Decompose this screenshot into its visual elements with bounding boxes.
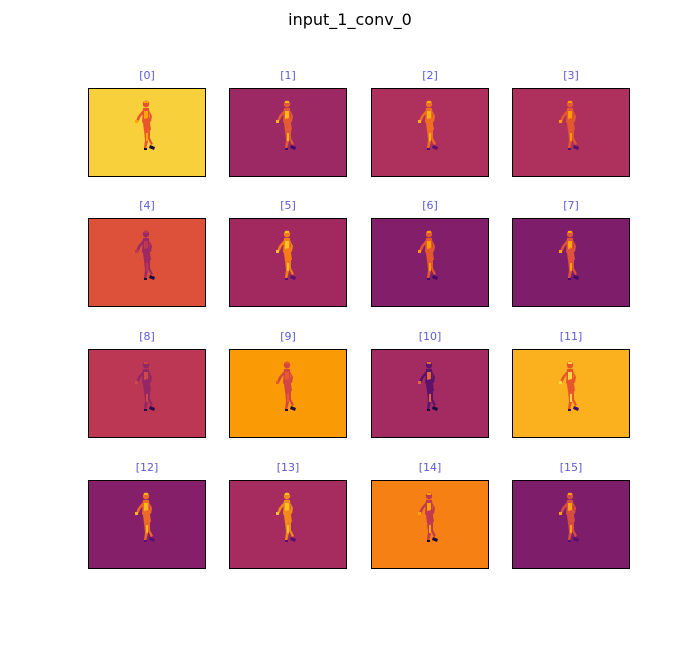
figure-silhouette [418, 230, 438, 280]
feature-map-image [88, 349, 206, 438]
panel-label: [7] [563, 199, 579, 212]
feature-map-panel: [5] [229, 199, 347, 307]
panel-label: [9] [280, 330, 296, 343]
panel-label: [11] [559, 330, 583, 343]
feature-map-panel: [0] [88, 69, 206, 177]
feature-map-image [512, 349, 630, 438]
panel-label: [1] [280, 69, 296, 82]
feature-map-panel: [6] [371, 199, 489, 307]
panel-label: [2] [422, 69, 438, 82]
panel-label: [8] [139, 330, 155, 343]
feature-map-image [229, 349, 347, 438]
feature-map-image [371, 480, 489, 569]
figure-silhouette [276, 230, 296, 280]
figure-silhouette [135, 361, 155, 411]
feature-map-panel: [2] [371, 69, 489, 177]
feature-map-panel: [11] [512, 330, 630, 438]
feature-map-image [229, 88, 347, 177]
feature-map-image [371, 88, 489, 177]
feature-map-panel: [4] [88, 199, 206, 307]
feature-map-panel: [8] [88, 330, 206, 438]
feature-map-panel: [13] [229, 461, 347, 569]
feature-map-panel: [9] [229, 330, 347, 438]
feature-map-image [88, 88, 206, 177]
feature-map-image [512, 480, 630, 569]
figure-silhouette [418, 492, 438, 542]
figure-silhouette [135, 100, 155, 150]
figure-silhouette [418, 100, 438, 150]
panel-label: [4] [139, 199, 155, 212]
panel-label: [5] [280, 199, 296, 212]
panel-label: [3] [563, 69, 579, 82]
feature-map-panel: [3] [512, 69, 630, 177]
feature-map-panel: [14] [371, 461, 489, 569]
figure-silhouette [559, 492, 579, 542]
feature-map-panel: [12] [88, 461, 206, 569]
feature-map-image [512, 218, 630, 307]
panel-label: [12] [135, 461, 159, 474]
feature-map-image [229, 218, 347, 307]
panel-label: [0] [139, 69, 155, 82]
figure-silhouette [276, 492, 296, 542]
panel-label: [14] [418, 461, 442, 474]
figure-silhouette [418, 361, 438, 411]
feature-map-panel: [10] [371, 330, 489, 438]
feature-map-image [88, 218, 206, 307]
panel-label: [15] [559, 461, 583, 474]
figure-silhouette [276, 361, 296, 411]
feature-map-image [512, 88, 630, 177]
figure-title: input_1_conv_0 [288, 10, 412, 29]
figure-silhouette [135, 230, 155, 280]
figure-silhouette [135, 492, 155, 542]
feature-map-image [371, 349, 489, 438]
figure-silhouette [559, 361, 579, 411]
panel-label: [13] [276, 461, 300, 474]
figure-silhouette [559, 230, 579, 280]
figure-silhouette [559, 100, 579, 150]
figure-silhouette [276, 100, 296, 150]
feature-map-panel: [7] [512, 199, 630, 307]
feature-map-image [88, 480, 206, 569]
feature-map-image [371, 218, 489, 307]
feature-map-panel: [1] [229, 69, 347, 177]
panel-label: [6] [422, 199, 438, 212]
feature-map-panel: [15] [512, 461, 630, 569]
panel-label: [10] [418, 330, 442, 343]
feature-map-image [229, 480, 347, 569]
